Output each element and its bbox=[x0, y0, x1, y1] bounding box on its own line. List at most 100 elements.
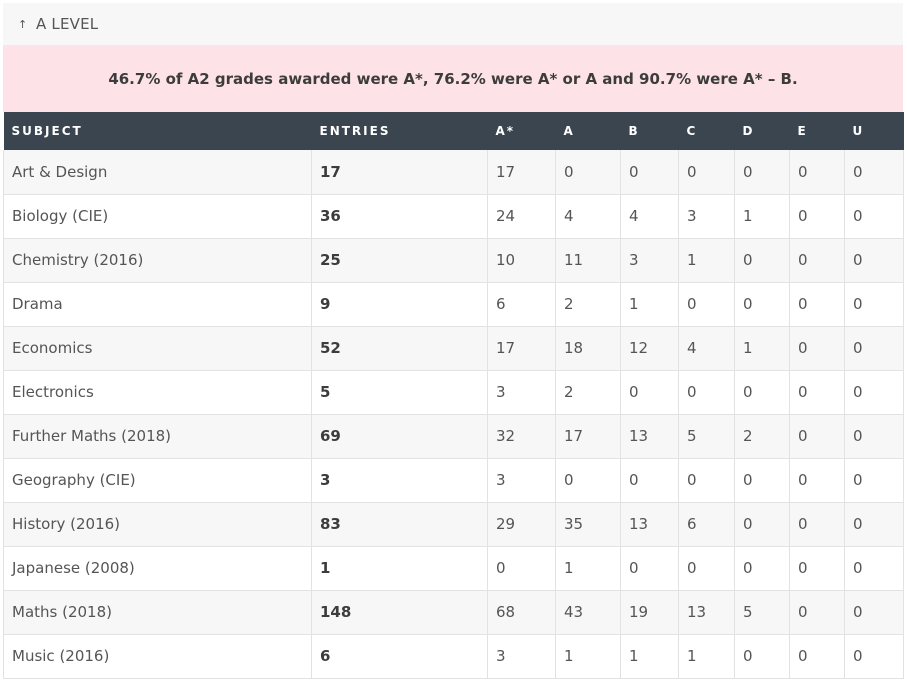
cell-d: 0 bbox=[734, 150, 790, 195]
cell-a-star: 32 bbox=[487, 414, 556, 459]
cell-subject: Maths (2018) bbox=[3, 590, 312, 635]
cell-subject: History (2016) bbox=[3, 502, 312, 547]
cell-b: 19 bbox=[620, 590, 679, 635]
grades-summary: 46.7% of A2 grades awarded were A*, 76.2… bbox=[3, 45, 903, 112]
a-level-accordion-toggle[interactable]: ↑ A LEVEL bbox=[3, 3, 903, 45]
cell-entries: 6 bbox=[311, 634, 488, 679]
cell-entries: 69 bbox=[311, 414, 488, 459]
results-table: SUBJECT ENTRIES A* A B C D E U Art & Design 17 17 0… bbox=[3, 112, 904, 679]
cell-e: 0 bbox=[789, 150, 845, 195]
cell-b: 0 bbox=[620, 546, 679, 591]
cell-c: 0 bbox=[678, 458, 735, 503]
cell-subject: Music (2016) bbox=[3, 634, 312, 679]
column-header-c: C bbox=[678, 112, 735, 150]
cell-c: 5 bbox=[678, 414, 735, 459]
cell-d: 2 bbox=[734, 414, 790, 459]
cell-u: 0 bbox=[844, 502, 904, 547]
cell-e: 0 bbox=[789, 502, 845, 547]
cell-d: 5 bbox=[734, 590, 790, 635]
table-header-row: SUBJECT ENTRIES A* A B C D E U bbox=[3, 112, 904, 150]
column-header-entries: ENTRIES bbox=[311, 112, 488, 150]
cell-e: 0 bbox=[789, 590, 845, 635]
cell-e: 0 bbox=[789, 634, 845, 679]
cell-b: 13 bbox=[620, 414, 679, 459]
cell-subject: Electronics bbox=[3, 370, 312, 415]
cell-entries: 25 bbox=[311, 238, 488, 283]
cell-d: 0 bbox=[734, 546, 790, 591]
cell-b: 3 bbox=[620, 238, 679, 283]
cell-u: 0 bbox=[844, 414, 904, 459]
cell-d: 0 bbox=[734, 502, 790, 547]
cell-u: 0 bbox=[844, 458, 904, 503]
cell-a: 2 bbox=[555, 370, 621, 415]
cell-c: 13 bbox=[678, 590, 735, 635]
cell-a-star: 24 bbox=[487, 194, 556, 239]
cell-a: 11 bbox=[555, 238, 621, 283]
table-row: Music (2016) 6 3 1 1 1 0 0 0 bbox=[3, 634, 904, 679]
column-header-b: B bbox=[620, 112, 679, 150]
table-row: Maths (2018) 148 68 43 19 13 5 0 0 bbox=[3, 590, 904, 635]
cell-b: 13 bbox=[620, 502, 679, 547]
cell-b: 0 bbox=[620, 150, 679, 195]
cell-subject: Chemistry (2016) bbox=[3, 238, 312, 283]
cell-c: 1 bbox=[678, 238, 735, 283]
cell-a-star: 3 bbox=[487, 634, 556, 679]
column-header-subject: SUBJECT bbox=[3, 112, 312, 150]
table-row: Chemistry (2016) 25 10 11 3 1 0 0 0 bbox=[3, 238, 904, 283]
table-row: Art & Design 17 17 0 0 0 0 0 0 bbox=[3, 150, 904, 195]
cell-a: 0 bbox=[555, 458, 621, 503]
cell-entries: 83 bbox=[311, 502, 488, 547]
cell-entries: 9 bbox=[311, 282, 488, 327]
cell-a-star: 10 bbox=[487, 238, 556, 283]
cell-u: 0 bbox=[844, 370, 904, 415]
cell-b: 1 bbox=[620, 282, 679, 327]
cell-d: 1 bbox=[734, 194, 790, 239]
cell-a-star: 6 bbox=[487, 282, 556, 327]
cell-c: 0 bbox=[678, 282, 735, 327]
cell-u: 0 bbox=[844, 546, 904, 591]
column-header-u: U bbox=[844, 112, 904, 150]
cell-e: 0 bbox=[789, 238, 845, 283]
cell-a-star: 17 bbox=[487, 150, 556, 195]
cell-d: 0 bbox=[734, 238, 790, 283]
cell-d: 0 bbox=[734, 282, 790, 327]
cell-u: 0 bbox=[844, 282, 904, 327]
cell-u: 0 bbox=[844, 590, 904, 635]
cell-u: 0 bbox=[844, 150, 904, 195]
cell-a-star: 17 bbox=[487, 326, 556, 371]
table-body: Art & Design 17 17 0 0 0 0 0 0 Biology (CIE) 36 24 4… bbox=[3, 150, 904, 679]
cell-e: 0 bbox=[789, 546, 845, 591]
table-row: Biology (CIE) 36 24 4 4 3 1 0 0 bbox=[3, 194, 904, 239]
table-row: History (2016) 83 29 35 13 6 0 0 0 bbox=[3, 502, 904, 547]
cell-c: 6 bbox=[678, 502, 735, 547]
cell-a: 0 bbox=[555, 150, 621, 195]
cell-a-star: 68 bbox=[487, 590, 556, 635]
cell-subject: Further Maths (2018) bbox=[3, 414, 312, 459]
cell-a: 17 bbox=[555, 414, 621, 459]
cell-b: 12 bbox=[620, 326, 679, 371]
cell-c: 0 bbox=[678, 370, 735, 415]
cell-u: 0 bbox=[844, 238, 904, 283]
cell-entries: 5 bbox=[311, 370, 488, 415]
column-header-a-star: A* bbox=[487, 112, 556, 150]
cell-a: 43 bbox=[555, 590, 621, 635]
cell-u: 0 bbox=[844, 194, 904, 239]
cell-subject: Art & Design bbox=[3, 150, 312, 195]
cell-entries: 3 bbox=[311, 458, 488, 503]
cell-d: 0 bbox=[734, 634, 790, 679]
cell-c: 4 bbox=[678, 326, 735, 371]
cell-c: 0 bbox=[678, 150, 735, 195]
cell-e: 0 bbox=[789, 414, 845, 459]
cell-a: 1 bbox=[555, 634, 621, 679]
cell-e: 0 bbox=[789, 282, 845, 327]
cell-subject: Biology (CIE) bbox=[3, 194, 312, 239]
cell-e: 0 bbox=[789, 194, 845, 239]
cell-d: 0 bbox=[734, 370, 790, 415]
cell-c: 0 bbox=[678, 546, 735, 591]
table-row: Drama 9 6 2 1 0 0 0 0 bbox=[3, 282, 904, 327]
cell-b: 0 bbox=[620, 458, 679, 503]
cell-a-star: 3 bbox=[487, 370, 556, 415]
table-row: Japanese (2008) 1 0 1 0 0 0 0 0 bbox=[3, 546, 904, 591]
cell-a-star: 0 bbox=[487, 546, 556, 591]
column-header-d: D bbox=[734, 112, 790, 150]
